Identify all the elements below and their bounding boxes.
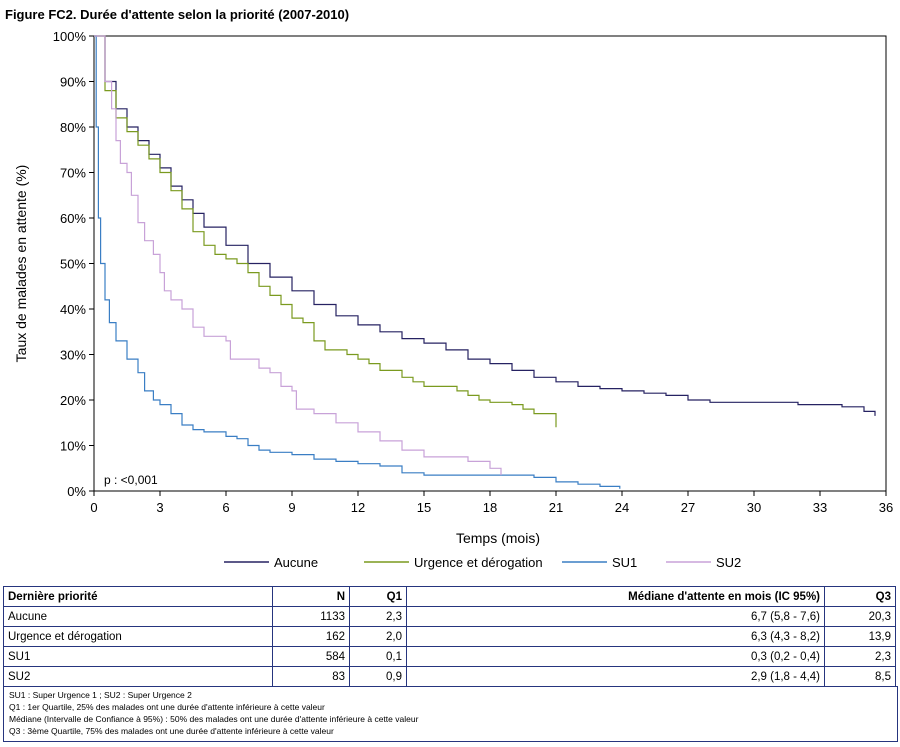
x-tick-label: 15 [417,500,431,515]
cell-median: 2,9 (1,8 - 4,4) [406,666,825,687]
x-tick-label: 9 [288,500,295,515]
cell-q1: 2,0 [349,626,407,647]
x-tick-label: 12 [351,500,365,515]
cell-median: 6,3 (4,3 - 8,2) [406,626,825,647]
y-tick-label: 10% [60,439,86,454]
cell-n: 584 [272,646,350,667]
x-tick-label: 3 [156,500,163,515]
survival-chart: 0%10%20%30%40%50%60%70%80%90%100%0 3 6 9 12 1… [13,29,893,570]
y-tick-label: 40% [60,302,86,317]
series-line [94,35,621,489]
y-tick-label: 20% [60,393,86,408]
series-line [94,35,502,476]
x-tick-label: 33 [813,500,827,515]
legend-label: SU1 [612,555,637,570]
footnote: Q1 : 1er Quartile, 25% des malades ont u… [9,702,325,712]
y-tick-label: 0% [67,484,86,499]
table-row: SU2 83 0,9 2,9 (1,8 - 4,4) 8,5 [3,666,896,687]
cell-priority: Aucune [3,606,273,627]
y-tick-label: 60% [60,211,86,226]
cell-median: 6,7 (5,8 - 7,6) [406,606,825,627]
plot-frame [93,35,887,492]
x-tick-label: 27 [681,500,695,515]
cell-q1: 0,1 [349,646,407,667]
footnote: Q3 : 3ème Quartile, 75% des malades ont … [9,726,334,736]
cell-priority: SU2 [3,666,273,687]
legend-label: Aucune [274,555,318,570]
x-tick-label: 21 [549,500,563,515]
summary-table: Dernière priorité N Q1 Médiane d'attente… [3,586,896,687]
x-tick-label: 0 [90,500,97,515]
figure-title: Figure FC2. Durée d'attente selon la pri… [5,7,350,22]
cell-priority: SU1 [3,646,273,667]
header-q1: Q1 [349,586,407,607]
y-tick-label: 50% [60,257,86,272]
header-median: Médiane d'attente en mois (IC 95%) [406,586,825,607]
y-tick-label: 80% [60,120,86,135]
x-tick-label: 6 [222,500,229,515]
header-n: N [272,586,350,607]
y-tick-label: 30% [60,348,86,363]
x-axis-label: Temps (mois) [456,530,540,546]
y-tick-label: 70% [60,166,86,181]
table-header-row: Dernière priorité N Q1 Médiane d'attente… [3,586,896,607]
table-row: SU1 584 0,1 0,3 (0,2 - 0,4) 2,3 [3,646,896,667]
header-priority: Dernière priorité [3,586,273,607]
x-tick-label: 36 [879,500,893,515]
y-axis-label: Taux de malades en attente (%) [13,165,29,363]
legend-label: SU2 [716,555,741,570]
x-tick-label: 24 [615,500,629,515]
cell-n: 1133 [272,606,350,627]
table-row: Urgence et dérogation 162 2,0 6,3 (4,3 -… [3,626,896,647]
cell-n: 162 [272,626,350,647]
header-q3: Q3 [824,586,896,607]
y-tick-label: 90% [60,75,86,90]
x-tick-label: 18 [483,500,497,515]
cell-q1: 0,9 [349,666,407,687]
cell-q3: 2,3 [824,646,896,667]
series-line [94,35,876,416]
cell-n: 83 [272,666,350,687]
legend-label: Urgence et dérogation [414,555,543,570]
footnotes: SU1 : Super Urgence 1 ; SU2 : Super Urge… [3,686,898,742]
cell-q1: 2,3 [349,606,407,627]
cell-q3: 13,9 [824,626,896,647]
y-tick-label: 100% [53,29,87,44]
x-tick-label: 30 [747,500,761,515]
cell-q3: 8,5 [824,666,896,687]
cell-median: 0,3 (0,2 - 0,4) [406,646,825,667]
footnote: Médiane (Intervalle de Confiance à 95%) … [9,714,419,724]
footnote: SU1 : Super Urgence 1 ; SU2 : Super Urge… [9,690,192,700]
series-line [94,35,557,428]
cell-priority: Urgence et dérogation [3,626,273,647]
table-row: Aucune 1133 2,3 6,7 (5,8 - 7,6) 20,3 [3,606,896,627]
p-value-annotation: p : <0,001 [104,473,158,487]
cell-q3: 20,3 [824,606,896,627]
